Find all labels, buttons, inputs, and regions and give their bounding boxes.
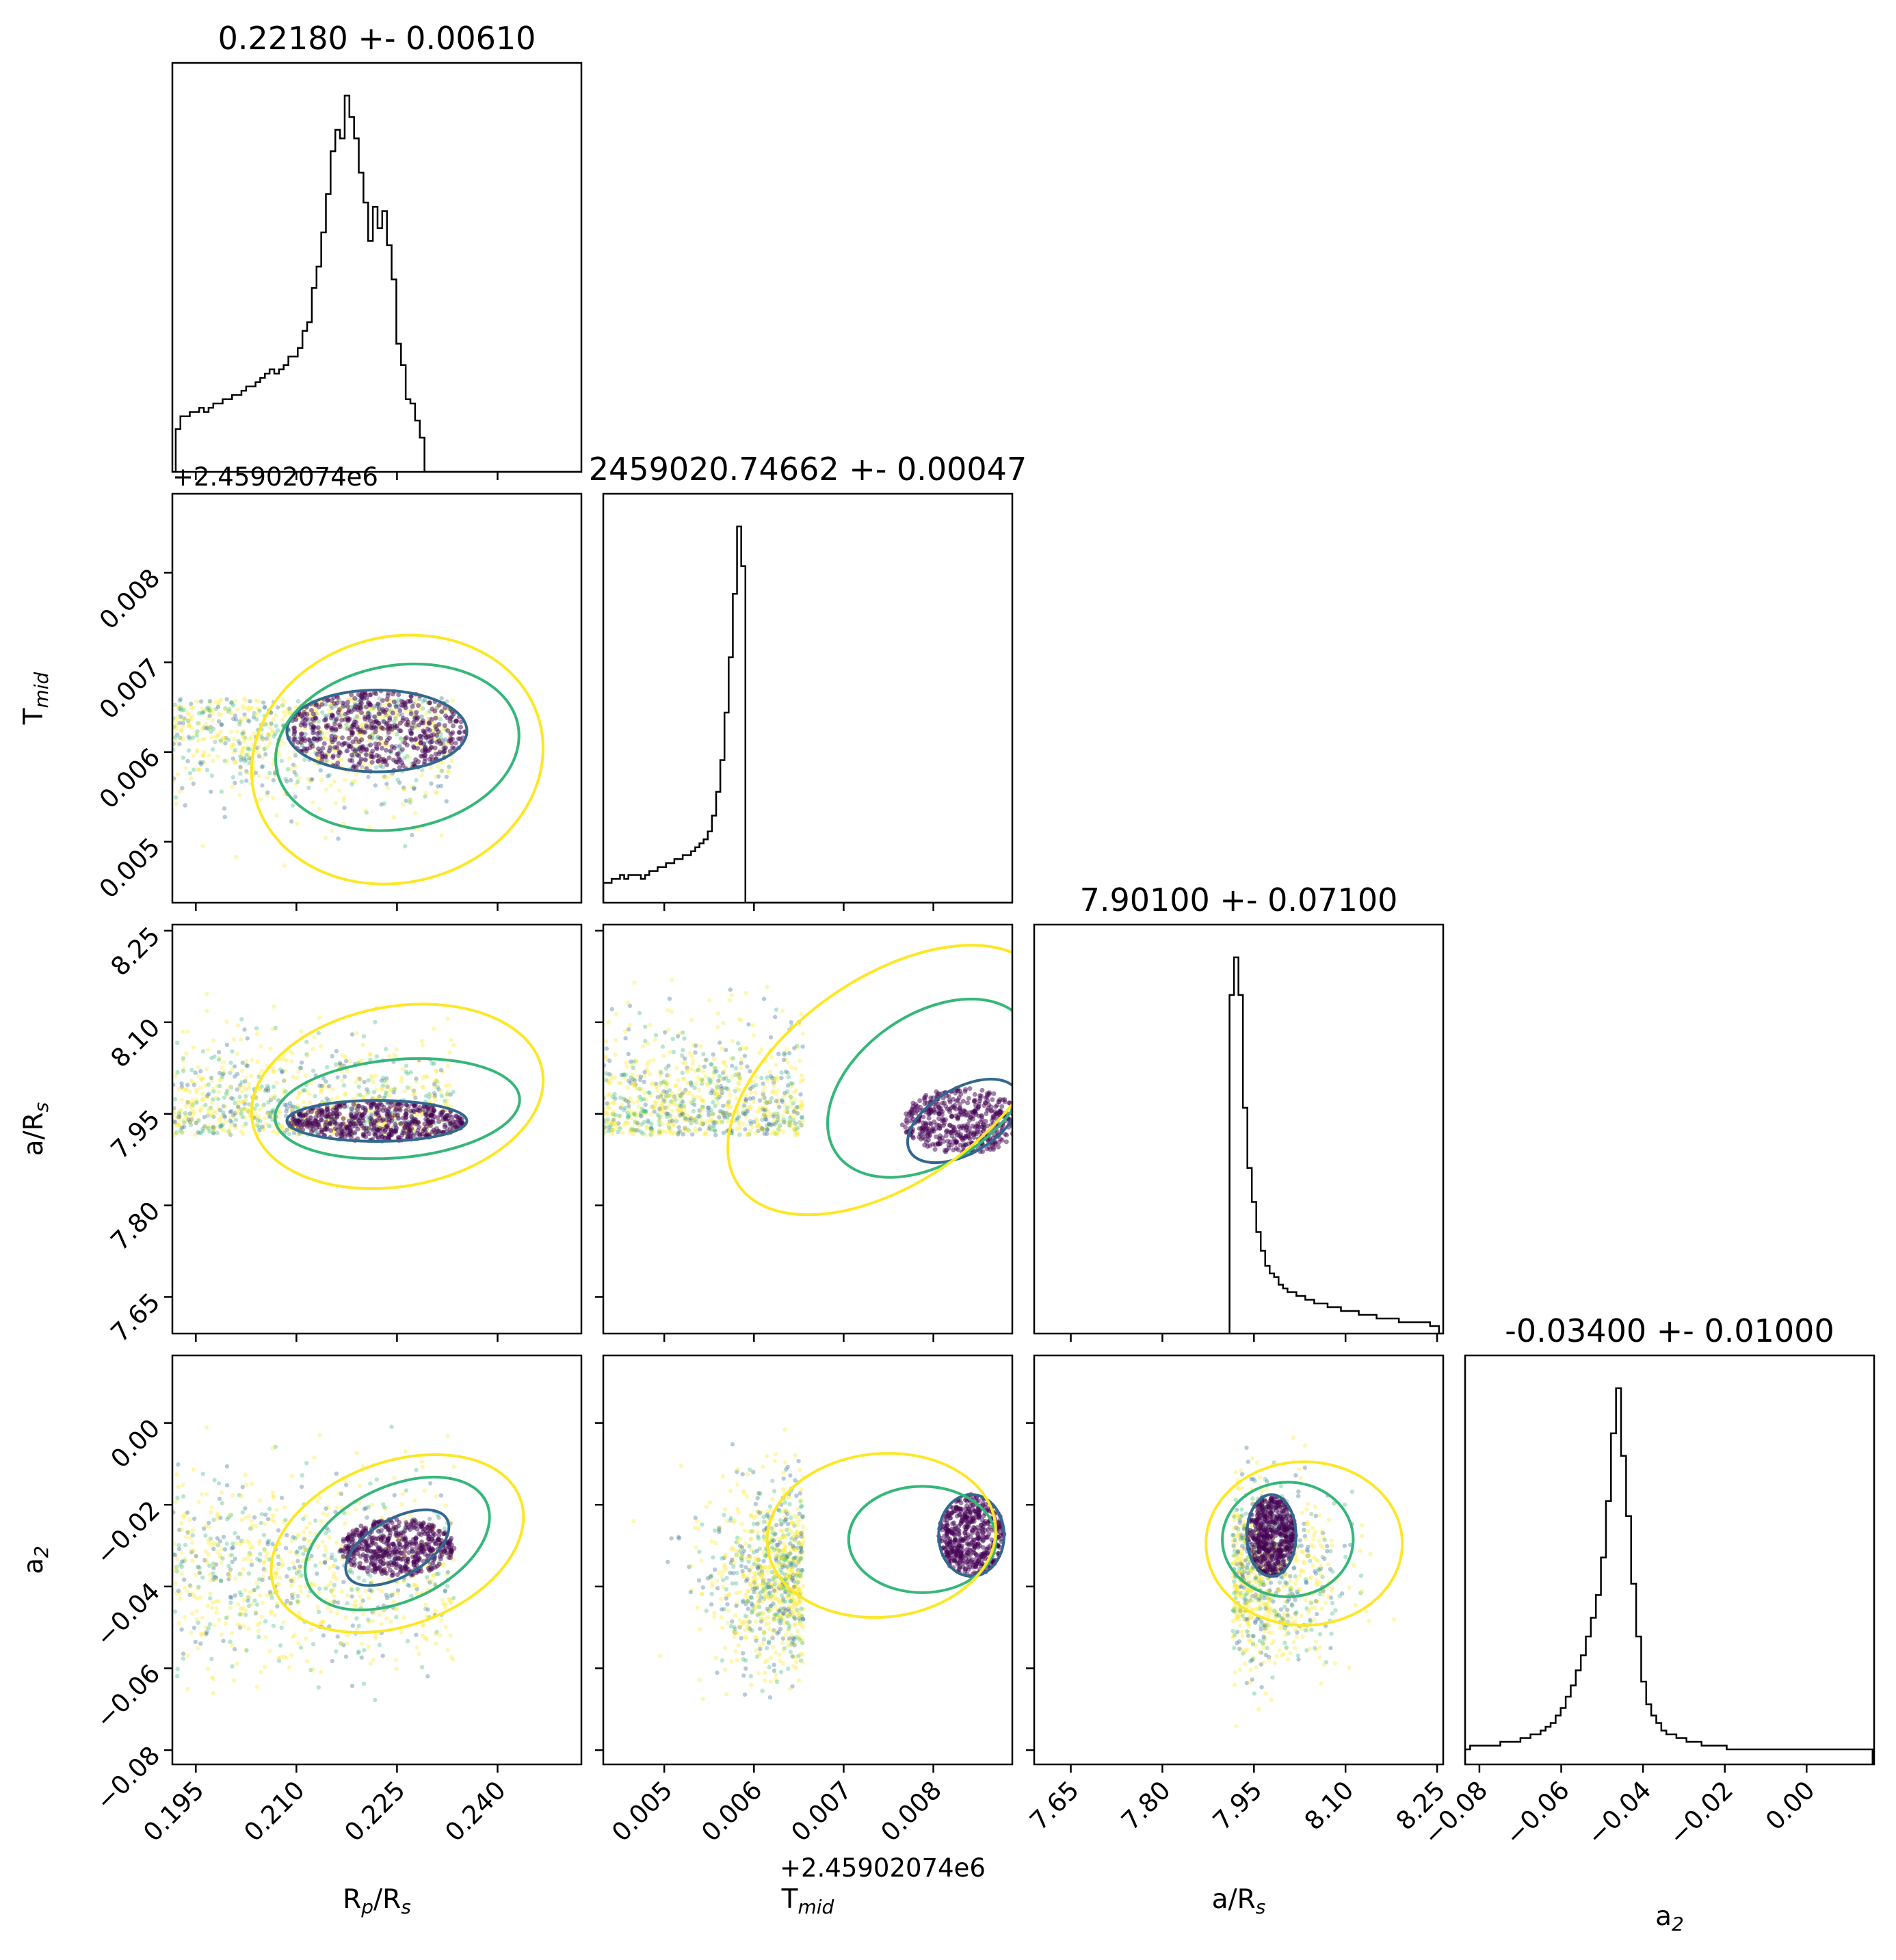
- y-axis-label-a2: a2​: [18, 1546, 53, 1574]
- x-tick-label: 0.005: [606, 1775, 678, 1847]
- y-tick-label: 7.95: [105, 1104, 166, 1165]
- y-tick-label: 0.007: [94, 652, 166, 724]
- x-tick-label: 0.006: [696, 1775, 767, 1847]
- scatter-points: [603, 977, 1012, 1156]
- panel-frame: [1464, 1354, 1875, 1766]
- x-tick-label: 0.195: [137, 1775, 209, 1847]
- contour-lines: [765, 1452, 1006, 1619]
- offset-text-top: +2.45902074e6: [172, 462, 378, 492]
- hist-panel-rp: 0.22180 +- 0.00610: [171, 20, 583, 480]
- scatter-points: [631, 1427, 1007, 1701]
- hist-line-a2: [1465, 1387, 1874, 1764]
- panel-title-rp: 0.22180 +- 0.00610: [218, 20, 536, 57]
- scatter-panel-rp-a2: [164, 1354, 583, 1773]
- y-tick-label: −0.06: [90, 1658, 166, 1734]
- hist-line-ars: [1228, 956, 1443, 1334]
- panel-title-tmid: 2459020.74662 +- 0.00047: [589, 451, 1027, 488]
- y-tick-label: 0.005: [94, 832, 166, 904]
- x-tick-label: −0.04: [1581, 1775, 1657, 1851]
- offset-text-bottom: +2.45902074e6: [780, 1853, 986, 1883]
- panel-frame: [171, 62, 583, 473]
- scatter-points: [172, 1425, 457, 1703]
- x-tick-label: 7.95: [1207, 1775, 1268, 1836]
- contour-lines: [1204, 1460, 1404, 1627]
- hist-panel-ars: 7.90100 +- 0.07100: [1033, 882, 1445, 1342]
- panel-frame: [1033, 923, 1445, 1335]
- scatter-panel-tmid-a2: [595, 1354, 1014, 1773]
- hist-line-tmid: [603, 525, 1012, 903]
- y-tick-label: −0.02: [90, 1495, 166, 1571]
- x-tick-label: 0.240: [440, 1775, 512, 1847]
- x-tick-label: 0.00: [1760, 1775, 1821, 1836]
- panel-frame: [171, 923, 583, 1335]
- panel-frame: [1033, 1354, 1445, 1766]
- panel-frame: [171, 1354, 583, 1766]
- y-tick-label: 8.25: [105, 921, 166, 982]
- scatter-points: [172, 688, 469, 868]
- scatter-panel-tmid-ars: [595, 923, 1014, 1342]
- x-axis-label-ars: a/Rs​: [1212, 1884, 1266, 1918]
- x-tick-label: 0.225: [339, 1775, 410, 1847]
- x-tick-label: 0.007: [786, 1775, 858, 1847]
- panel-title-ars: 7.90100 +- 0.07100: [1080, 882, 1398, 918]
- contour-lines: [726, 944, 1012, 1217]
- x-axis-label-a2: a2​: [1655, 1901, 1684, 1935]
- scatter-panel-ars-a2: [1026, 1354, 1445, 1773]
- x-tick-label: 0.210: [238, 1775, 310, 1847]
- contour-lines: [250, 633, 544, 886]
- scatter-panel-rp-ars: [164, 923, 583, 1342]
- panel-frame: [602, 923, 1014, 1335]
- scatter-points: [172, 992, 466, 1143]
- y-tick-label: 7.80: [105, 1195, 166, 1256]
- x-tick-label: 8.10: [1299, 1775, 1360, 1836]
- y-axis-label-ars: a/Rs​: [18, 1102, 53, 1156]
- scatter-points: [1230, 1435, 1397, 1729]
- y-tick-label: 0.00: [105, 1414, 166, 1474]
- x-axis-label-rp: Rp​/Rs​: [343, 1884, 411, 1918]
- y-tick-label: −0.04: [90, 1577, 166, 1653]
- y-tick-label: 0.008: [94, 563, 166, 635]
- hist-line-rp: [174, 94, 581, 472]
- contour-lines: [269, 1453, 525, 1634]
- panel-frame: [171, 492, 583, 904]
- x-tick-label: −0.06: [1499, 1775, 1575, 1851]
- panel-frame: [602, 492, 1014, 904]
- y-tick-label: 7.65: [105, 1287, 166, 1348]
- y-tick-label: 0.006: [94, 743, 166, 815]
- x-tick-label: 0.008: [875, 1775, 947, 1847]
- hist-panel-tmid: 2459020.74662 +- 0.00047: [589, 451, 1027, 911]
- x-tick-label: 7.80: [1116, 1775, 1176, 1836]
- hist-panel-a2: -0.03400 +- 0.01000: [1464, 1312, 1875, 1773]
- y-axis-label-tmid: Tmid​: [18, 672, 53, 725]
- contour-lines: [250, 1003, 545, 1191]
- panel-frame: [602, 1354, 1014, 1766]
- x-tick-label: −0.02: [1663, 1775, 1739, 1851]
- x-tick-label: 7.65: [1024, 1775, 1085, 1836]
- scatter-panel-rp-tmid: [164, 492, 583, 911]
- panel-title-a2: -0.03400 +- 0.01000: [1505, 1312, 1834, 1349]
- y-tick-label: 8.10: [105, 1013, 166, 1074]
- y-tick-label: −0.08: [90, 1740, 166, 1816]
- x-axis-label-tmid: Tmid​: [781, 1884, 834, 1918]
